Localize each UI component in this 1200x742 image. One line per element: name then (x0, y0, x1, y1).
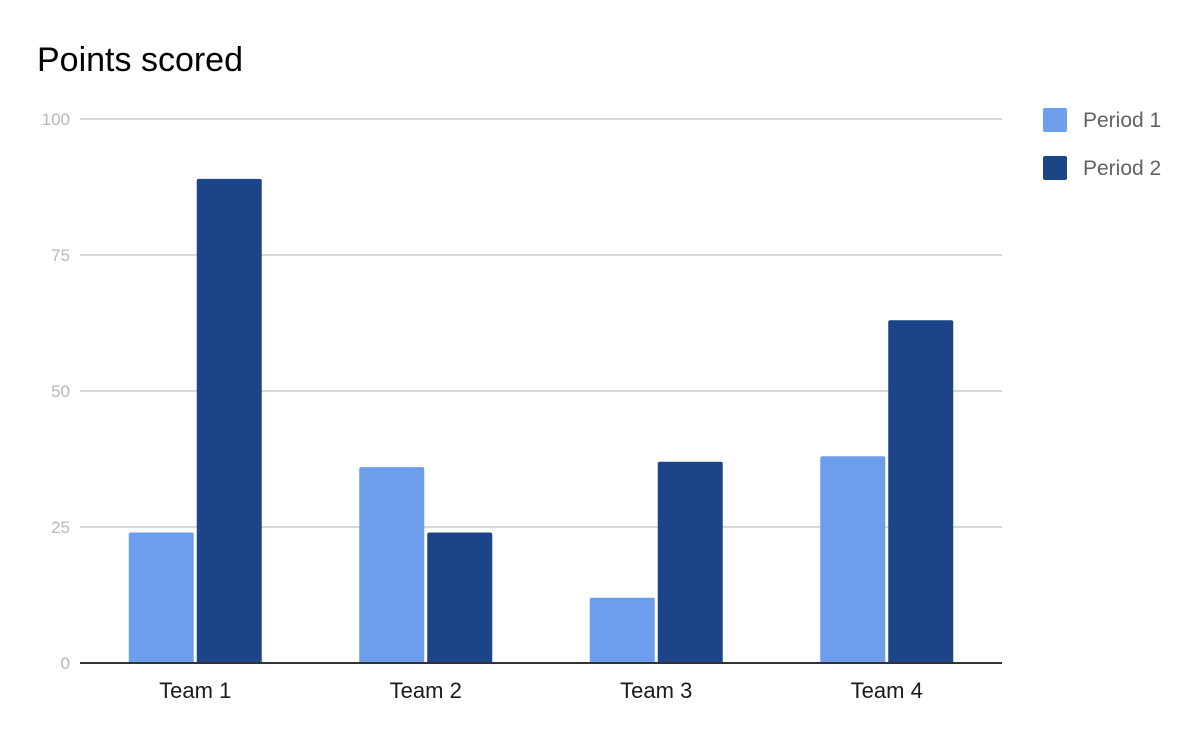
bar-period-2-team-3 (657, 461, 723, 663)
chart-title: Points scored (37, 41, 243, 79)
y-tick-label: 25 (51, 518, 70, 537)
y-tick-label: 50 (51, 382, 70, 401)
bars (128, 178, 954, 663)
bar-period-2-team-2 (427, 532, 493, 663)
y-tick-label: 100 (42, 110, 70, 129)
bar-period-1-team-3 (589, 597, 655, 663)
legend: Period 1 Period 2 (1043, 108, 1161, 180)
y-axis: 0 25 50 75 100 (42, 110, 70, 673)
bar-period-1-team-4 (820, 456, 886, 663)
x-tick-label: Team 4 (851, 678, 923, 703)
x-tick-label: Team 1 (159, 678, 231, 703)
y-tick-label: 0 (61, 654, 70, 673)
x-tick-label: Team 3 (620, 678, 692, 703)
legend-label: Period 1 (1083, 109, 1161, 132)
bar-period-1-team-2 (359, 467, 425, 663)
x-tick-label: Team 2 (390, 678, 462, 703)
x-axis: Team 1 Team 2 Team 3 Team 4 (80, 662, 1002, 703)
legend-label: Period 2 (1083, 157, 1161, 180)
legend-swatch (1043, 108, 1067, 132)
bar-period-1-team-1 (128, 532, 194, 663)
legend-swatch (1043, 156, 1067, 180)
bar-period-2-team-4 (888, 320, 954, 663)
y-tick-label: 75 (51, 246, 70, 265)
bar-period-2-team-1 (196, 178, 262, 663)
